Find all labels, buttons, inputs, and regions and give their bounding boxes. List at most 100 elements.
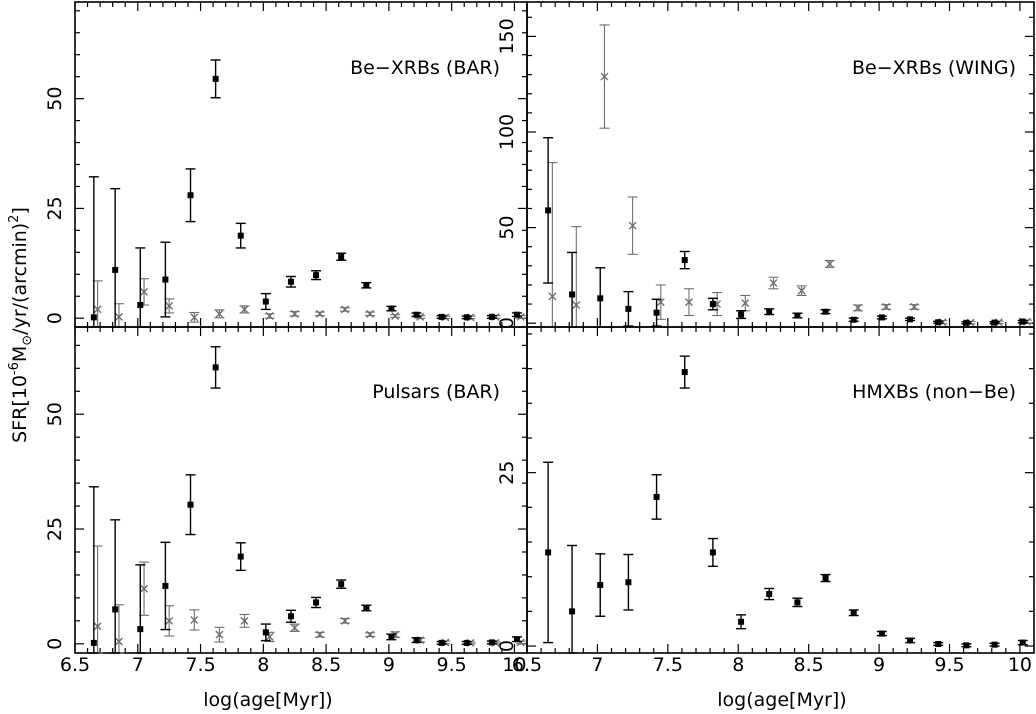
- y-tick-label: 25: [496, 461, 518, 485]
- gray-data-point: [315, 630, 324, 639]
- black-data-point: [1019, 639, 1026, 646]
- black-data-point: [162, 582, 169, 589]
- black-data-point: [413, 637, 420, 644]
- gray-data-point: [741, 299, 750, 308]
- panel-4: 6.5 7 7.5 8 8.5 9 9.5 10 0 25 HMXBs (non−Be): [496, 326, 1035, 676]
- gray-data-point: [910, 302, 919, 311]
- black-data-point: [935, 319, 942, 326]
- x-tick-label: 7: [591, 654, 603, 676]
- black-data-point: [850, 609, 857, 616]
- gray-data-point: [265, 312, 274, 321]
- gray-data-point: [315, 309, 324, 318]
- gray-data-point: [165, 301, 174, 310]
- black-data-point: [625, 305, 632, 312]
- gray-data-point: [215, 309, 224, 318]
- black-data-point: [681, 257, 688, 264]
- y-tick-label: 0: [496, 317, 518, 329]
- black-data-point: [338, 581, 345, 588]
- x-tick-label: 8: [257, 654, 269, 676]
- black-data-point: [212, 75, 219, 82]
- panel-3: 6.5 7 7.5 8 8.5 9 9.5 10 0 25 50 Pulsars (BAR): [44, 326, 528, 676]
- y-tick-label: 100: [496, 114, 518, 150]
- gray-data-point: [684, 298, 693, 307]
- black-data-point: [1019, 318, 1026, 325]
- y-label-squared: 2: [7, 215, 22, 223]
- y-tick-label: 0: [44, 638, 66, 650]
- gray-data-point: [240, 616, 249, 625]
- x-tick-label: 9: [873, 654, 885, 676]
- gray-data-point: [190, 313, 199, 322]
- black-data-point: [313, 272, 320, 279]
- y-tick-label: 25: [44, 517, 66, 541]
- gray-data-point: [93, 622, 102, 631]
- x-tick-label: 8: [732, 654, 744, 676]
- black-data-point: [237, 232, 244, 239]
- black-data-point: [709, 301, 716, 308]
- black-data-point: [766, 308, 773, 315]
- panel-1: 0 25 50 Be−XRBs (BAR): [44, 1, 528, 328]
- panel-frame: [526, 326, 1035, 654]
- black-data-point: [287, 278, 294, 285]
- x-tick-label: 9: [383, 654, 395, 676]
- black-data-point: [545, 207, 552, 214]
- black-data-point: [187, 192, 194, 199]
- black-data-point: [513, 636, 520, 643]
- black-data-point: [137, 626, 144, 633]
- black-data-point: [438, 639, 445, 646]
- black-data-point: [413, 311, 420, 318]
- black-data-point: [363, 282, 370, 289]
- gray-data-point: [240, 305, 249, 314]
- x-axis-label-right: log(age[Myr]): [717, 689, 846, 711]
- gray-data-point: [769, 279, 778, 288]
- black-data-point: [794, 599, 801, 606]
- black-data-point: [709, 549, 716, 556]
- x-tick-label: 10: [502, 654, 526, 676]
- x-tick-label: 9.5: [934, 654, 964, 676]
- gray-data-point: [114, 312, 123, 321]
- black-data-point: [262, 298, 269, 305]
- gray-data-point: [114, 637, 123, 646]
- y-label-per-area: /yr/(arcmin): [9, 223, 31, 335]
- black-data-point: [488, 639, 495, 646]
- black-data-point: [991, 641, 998, 648]
- black-data-point: [907, 316, 914, 323]
- black-data-point: [794, 312, 801, 319]
- black-data-point: [850, 316, 857, 323]
- y-tick-label: 50: [496, 215, 518, 239]
- panel-label: Be−XRBs (WING): [852, 57, 1016, 79]
- y-label-prefix: SFR[10: [9, 375, 31, 443]
- black-data-point: [625, 579, 632, 586]
- gray-data-point: [290, 309, 299, 318]
- black-data-point: [653, 493, 660, 500]
- black-data-point: [463, 314, 470, 321]
- black-data-point: [681, 369, 688, 376]
- black-data-point: [112, 606, 119, 613]
- gray-data-point: [391, 312, 400, 321]
- y-tick-label: 50: [44, 402, 66, 426]
- gray-data-point: [366, 309, 375, 318]
- black-data-point: [963, 642, 970, 649]
- gray-data-point: [853, 303, 862, 312]
- black-data-point: [237, 553, 244, 560]
- y-tick-label: 25: [44, 196, 66, 220]
- black-data-point: [963, 319, 970, 326]
- black-data-point: [545, 549, 552, 556]
- gray-data-point: [882, 302, 891, 311]
- x-tick-label: 7.5: [185, 654, 215, 676]
- black-data-point: [438, 313, 445, 320]
- black-data-point: [766, 591, 773, 598]
- y-axis-label: SFR[10-6M⊙/yr/(arcmin)2]: [7, 207, 35, 443]
- gray-data-point: [340, 305, 349, 314]
- x-tick-label: 7.5: [653, 654, 683, 676]
- black-data-point: [738, 618, 745, 625]
- black-data-point: [878, 314, 885, 321]
- panel-label: Be−XRBs (BAR): [350, 57, 500, 79]
- black-data-point: [463, 639, 470, 646]
- gray-data-point: [215, 630, 224, 639]
- gray-data-point: [290, 623, 299, 632]
- y-label-close: ]: [9, 207, 31, 214]
- black-data-point: [513, 311, 520, 318]
- black-data-point: [90, 639, 97, 646]
- black-data-point: [822, 308, 829, 315]
